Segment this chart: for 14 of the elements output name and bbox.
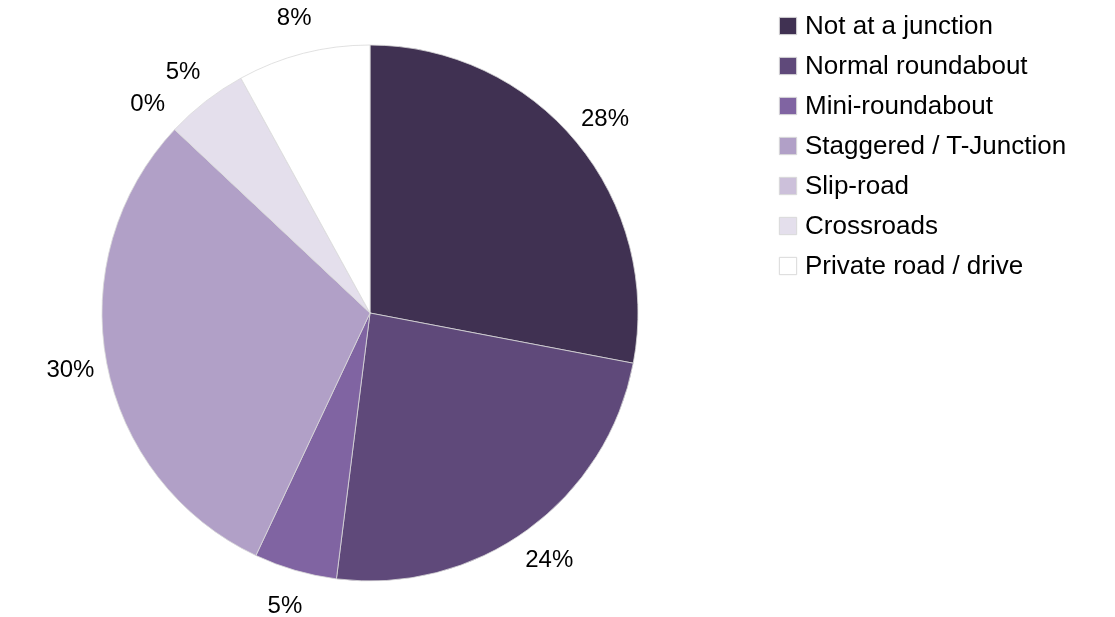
legend-label: Private road / drive	[805, 250, 1024, 280]
legend-label: Crossroads	[805, 210, 938, 240]
data-label: 5%	[267, 590, 303, 617]
legend-label: Slip-road	[805, 170, 910, 200]
legend-label: Staggered / T-Junction	[805, 130, 1067, 160]
data-label: 8%	[276, 2, 312, 30]
data-label: 24%	[525, 544, 574, 572]
data-label: 5%	[165, 57, 201, 84]
data-label: 30%	[46, 355, 95, 383]
data-label: 28%	[580, 103, 630, 131]
legend-label: Normal roundabout	[805, 50, 1029, 80]
legend-label: Mini-roundabout	[805, 90, 994, 120]
legend-label: Not at a junction	[805, 10, 993, 40]
text: 0%	[130, 89, 166, 117]
